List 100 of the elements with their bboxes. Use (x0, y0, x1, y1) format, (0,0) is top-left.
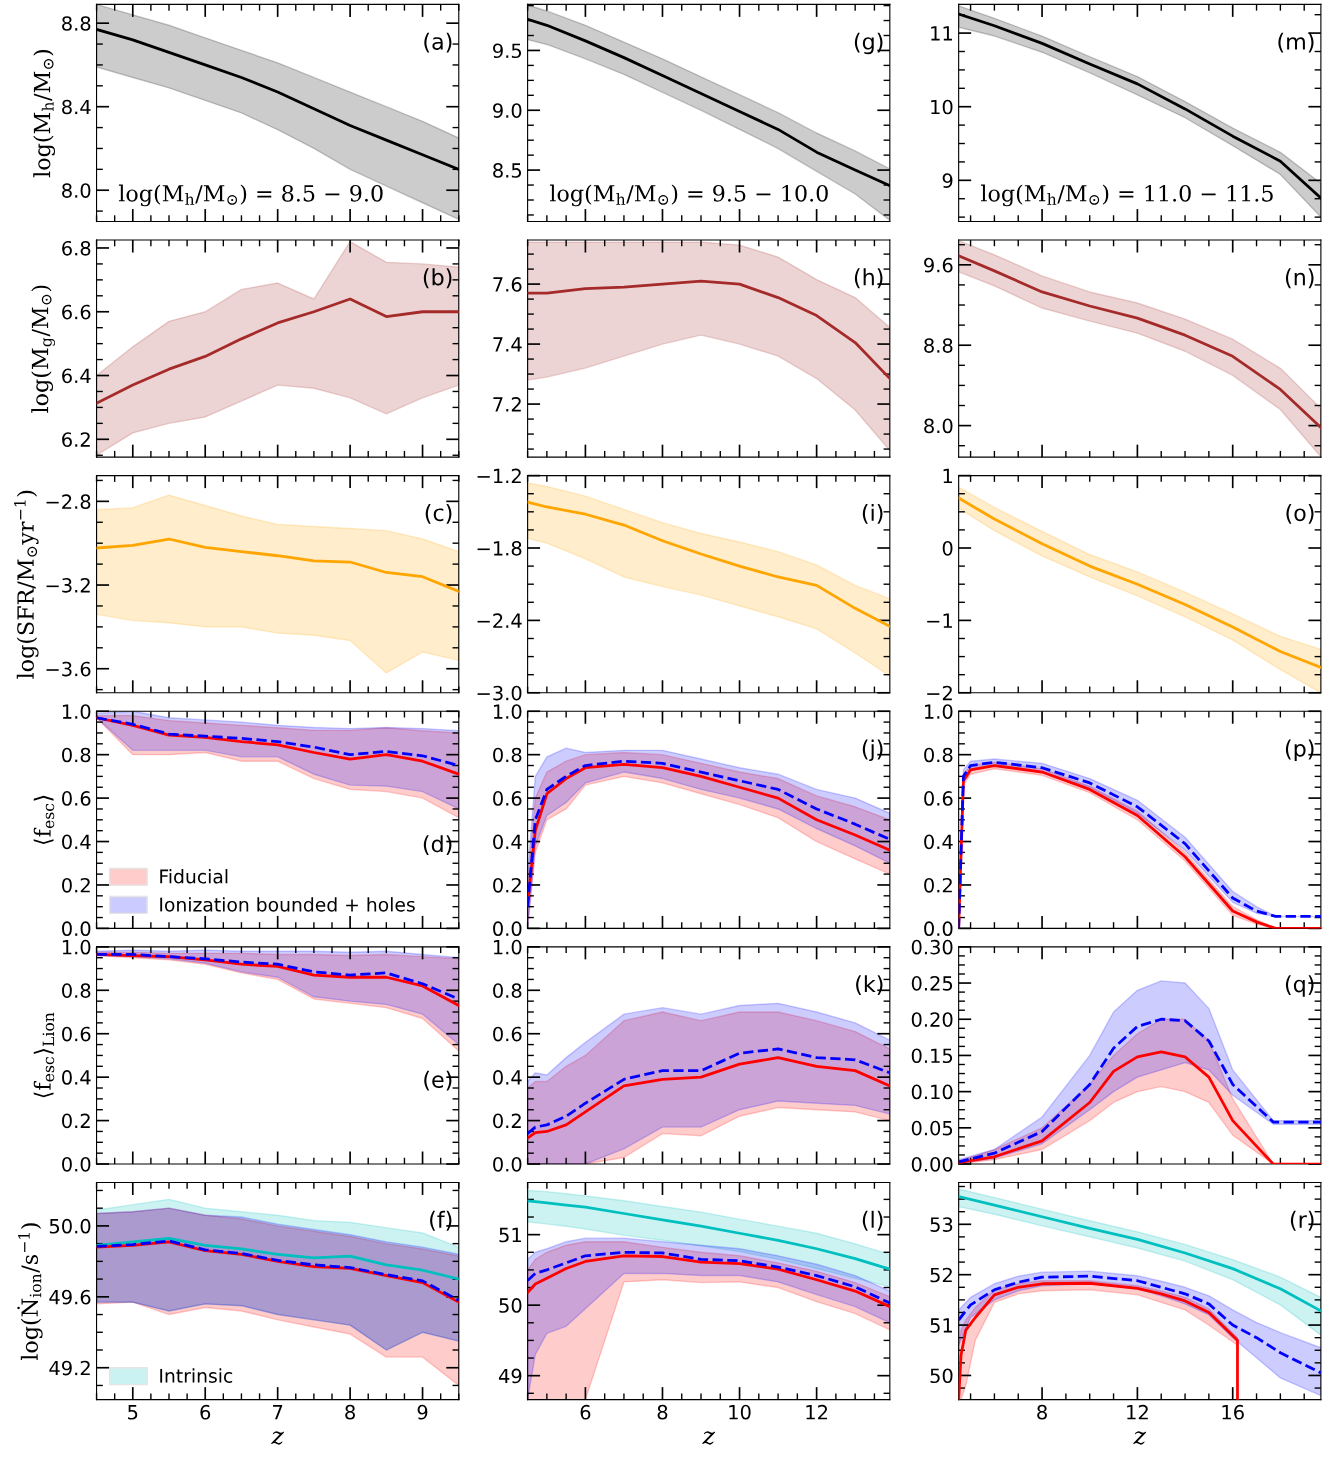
x-axis-title: z (702, 1431, 716, 1445)
y-tick-label: 1.0 (62, 704, 91, 719)
y-tick-label: 7.2 (493, 397, 521, 412)
y-tick-label: 0.20 (911, 1012, 953, 1027)
legend-label: Ionization bounded + holes (160, 897, 415, 912)
annotation: (d) (423, 835, 452, 855)
annotation: (m) (1278, 32, 1314, 53)
y-tick-label: 0.2 (924, 877, 952, 893)
y-axis-title: ⟨f$_{esc}$⟩ (33, 795, 55, 845)
annotation: (a) (424, 32, 452, 53)
y-tick-label: −1.8 (477, 540, 522, 556)
y-tick-label: 8.0 (924, 418, 953, 434)
y-tick-label: 51 (499, 1227, 521, 1243)
y-tick-label: 0.8 (62, 983, 91, 998)
y-tick-label: 0.8 (493, 747, 522, 763)
y-axis-title: log(M$_{h}$/M$_{⊙}$) (33, 49, 56, 178)
annotation: (f) (430, 1210, 452, 1231)
y-tick-label: 11 (931, 26, 952, 41)
y-tick-label: 7.6 (493, 277, 522, 292)
x-tick-label: 16 (1222, 1404, 1244, 1420)
y-tick-label: 0 (942, 540, 953, 556)
y-tick-label: 0.30 (911, 939, 953, 955)
y-tick-label: −2.8 (46, 494, 91, 510)
y-tick-label: 0.05 (911, 1120, 953, 1136)
annotation: log(M$_{h}$/M$_{⊙}$) = 11.0 − 11.5 (981, 184, 1273, 207)
y-tick-label: 0.00 (911, 1156, 953, 1172)
y-tick-label: 0.8 (924, 747, 953, 763)
y-tick-label: 0.4 (62, 834, 91, 850)
y-tick-label: 49.2 (49, 1360, 90, 1376)
y-tick-label: 50 (930, 1368, 953, 1384)
y-tick-label: 0.4 (493, 1070, 522, 1085)
annotation: (o) (1286, 503, 1314, 524)
y-axis-title: log(M$_{g}$/M$_{⊙}$) (31, 285, 56, 413)
y-tick-label: 0.0 (62, 1156, 91, 1172)
y-tick-label: 49 (498, 1368, 522, 1384)
legend-label: Fiducial (160, 869, 228, 884)
y-axis-title: ⟨f$_{esc}$⟩$_{Lion}$ (33, 1012, 55, 1098)
y-tick-label: 8.8 (62, 16, 91, 31)
y-tick-label: 0.4 (62, 1070, 91, 1085)
x-tick-label: 12 (806, 1404, 828, 1420)
y-tick-label: 9.5 (493, 43, 522, 59)
y-tick-label: −3.6 (46, 661, 91, 677)
annotation: (i) (862, 503, 883, 524)
y-tick-label: 0.6 (493, 791, 522, 806)
x-tick-label: 10 (729, 1404, 751, 1420)
y-axis-title: log(SFR/M$_{⊙}$yr$^{−1}$) (14, 490, 39, 679)
y-tick-label: 0.8 (493, 983, 522, 998)
annotation: (k) (856, 975, 883, 996)
y-tick-label: 6.4 (62, 368, 91, 384)
y-tick-label: 50 (499, 1298, 522, 1313)
y-axis-title: log(Ṅ$_{ion}$/s$^{−1}$) (17, 1223, 43, 1361)
annotation: (c) (425, 503, 452, 524)
y-tick-label: 0.2 (493, 877, 521, 893)
y-tick-label: −2.4 (477, 613, 522, 628)
y-tick-label: 53 (930, 1217, 953, 1232)
y-tick-label: 52 (930, 1267, 952, 1283)
x-axis-title: z (271, 1431, 284, 1445)
x-tick-label: 8 (1037, 1404, 1047, 1420)
y-tick-label: 0.6 (62, 791, 91, 806)
y-tick-label: 0.8 (62, 747, 91, 763)
y-tick-label: 0.0 (493, 921, 522, 937)
annotation: (l) (862, 1210, 883, 1231)
y-tick-label: 0.10 (911, 1084, 953, 1100)
y-tick-label: 0.4 (924, 834, 953, 850)
y-tick-label: 8.4 (62, 99, 91, 115)
y-tick-label: 0.0 (924, 921, 953, 937)
y-tick-label: 0.6 (493, 1026, 522, 1042)
y-tick-label: 7.4 (493, 337, 522, 352)
x-tick-label: 8 (345, 1404, 355, 1420)
annotation: (h) (854, 268, 883, 289)
y-tick-label: 1.0 (925, 704, 953, 719)
y-tick-label: 6.2 (62, 432, 90, 447)
annotation: (g) (854, 32, 883, 55)
legend-label: Intrinsic (160, 1368, 233, 1383)
annotation: log(M$_{h}$/M$_{⊙}$) = 9.5 − 10.0 (549, 184, 828, 207)
y-tick-label: 8.5 (493, 163, 522, 178)
x-tick-label: 7 (273, 1405, 283, 1420)
annotation: (b) (423, 268, 452, 289)
y-tick-label: −3.0 (477, 685, 522, 701)
y-tick-label: 1.0 (493, 704, 522, 719)
x-tick-label: 12 (1127, 1404, 1148, 1420)
y-tick-label: 1 (943, 468, 952, 484)
y-tick-label: 0.4 (493, 834, 522, 850)
x-tick-label: 8 (657, 1404, 668, 1420)
y-tick-label: −3.2 (46, 577, 90, 593)
y-tick-label: −2 (927, 685, 952, 701)
y-tick-label: 0.0 (493, 1156, 522, 1172)
y-tick-label: 0.2 (493, 1113, 521, 1129)
y-tick-label: 9 (942, 173, 953, 188)
y-tick-label: 9.6 (924, 257, 953, 273)
annotation: (p) (1285, 739, 1314, 762)
annotation: (j) (862, 739, 883, 762)
annotation: log(M$_{h}$/M$_{⊙}$) = 8.5 − 9.0 (118, 184, 383, 207)
x-tick-label: 9 (417, 1404, 428, 1420)
y-tick-label: 0.2 (62, 877, 90, 893)
y-tick-label: −1.2 (477, 468, 521, 484)
x-tick-label: 6 (200, 1404, 211, 1420)
y-tick-label: 0.15 (911, 1048, 953, 1064)
y-tick-label: 0.25 (911, 976, 953, 991)
y-tick-label: 49.6 (49, 1289, 91, 1305)
